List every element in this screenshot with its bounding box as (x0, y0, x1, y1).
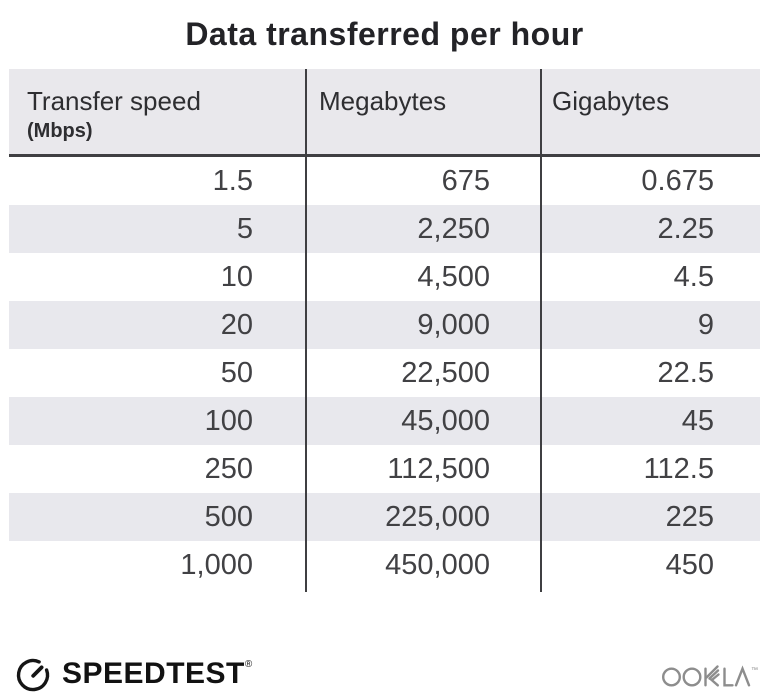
table-row: 250 112,500 112.5 (9, 445, 760, 493)
cell-megabytes: 22,500 (401, 357, 490, 389)
header-gigabytes: Gigabytes (540, 69, 760, 154)
cell-megabytes: 4,500 (417, 261, 490, 293)
cell-gigabytes: 4.5 (673, 261, 714, 293)
data-table: Transfer speed (Mbps) Megabytes Gigabyte… (9, 69, 760, 592)
speedtest-label: SPEEDTEST (62, 657, 245, 690)
speedtest-gauge-icon (16, 658, 50, 692)
cell-transfer-speed: 20 (220, 309, 253, 341)
header-transfer-speed: Transfer speed (Mbps) (9, 69, 305, 154)
cell-megabytes: 9,000 (417, 309, 490, 341)
cell-gigabytes: 9 (697, 309, 714, 341)
table-header-row: Transfer speed (Mbps) Megabytes Gigabyte… (9, 69, 760, 157)
cell-megabytes: 112,500 (387, 453, 490, 485)
cell-megabytes: 225,000 (385, 501, 490, 533)
footer: SPEEDTEST® ™ (14, 655, 759, 693)
table-row: 500 225,000 225 (9, 493, 760, 541)
cell-gigabytes: 112.5 (643, 453, 714, 485)
cell-transfer-speed: 50 (220, 357, 253, 389)
cell-gigabytes: 450 (665, 549, 714, 581)
cell-transfer-speed: 100 (204, 405, 253, 437)
speedtest-logo: SPEEDTEST® (14, 655, 253, 693)
table-row: 20 9,000 9 (9, 301, 760, 349)
cell-megabytes: 2,250 (417, 213, 490, 245)
table-row: 100 45,000 45 (9, 397, 760, 445)
speedtest-wordmark: SPEEDTEST® (62, 655, 253, 693)
table-row: 5 2,250 2.25 (9, 205, 760, 253)
cell-megabytes: 675 (441, 165, 490, 197)
cell-transfer-speed: 1,000 (180, 549, 253, 581)
table-row: 50 22,500 22.5 (9, 349, 760, 397)
cell-transfer-speed: 250 (204, 453, 253, 485)
column-divider (305, 69, 307, 592)
header-transfer-speed-label: Transfer speed (27, 86, 201, 116)
cell-gigabytes: 45 (681, 405, 714, 437)
header-transfer-speed-unit: (Mbps) (27, 120, 93, 142)
header-gigabytes-label: Gigabytes (552, 86, 670, 116)
cell-transfer-speed: 500 (204, 501, 253, 533)
cell-megabytes: 45,000 (401, 405, 490, 437)
table-row: 1.5 675 0.675 (9, 157, 760, 205)
cell-gigabytes: 225 (665, 501, 714, 533)
cell-transfer-speed: 1.5 (212, 165, 253, 197)
registered-mark: ® (244, 659, 253, 670)
cell-gigabytes: 22.5 (657, 357, 714, 389)
ookla-logo: ™ (661, 665, 758, 687)
trademark-mark: ™ (751, 667, 758, 674)
header-megabytes-label: Megabytes (319, 86, 447, 116)
cell-gigabytes: 0.675 (641, 165, 714, 197)
cell-transfer-speed: 10 (220, 261, 253, 293)
column-divider (540, 69, 542, 592)
cell-megabytes: 450,000 (385, 549, 490, 581)
header-megabytes: Megabytes (305, 69, 540, 154)
cell-gigabytes: 2.25 (657, 213, 714, 245)
page-title: Data transferred per hour (185, 16, 584, 52)
cell-transfer-speed: 5 (236, 213, 253, 245)
table-row: 10 4,500 4.5 (9, 253, 760, 301)
table-row: 1,000 450,000 450 (9, 541, 760, 589)
